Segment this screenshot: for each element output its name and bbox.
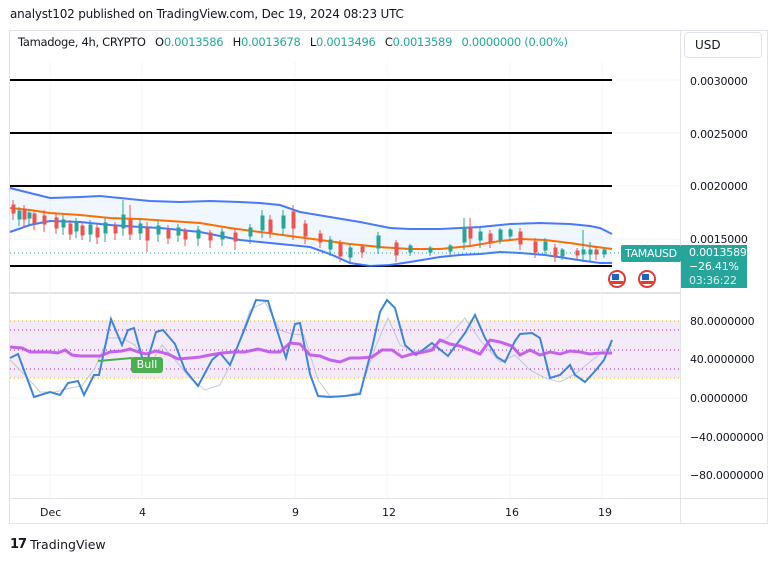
time-axis-label: Dec (40, 506, 62, 519)
change-value: 0.0000000 (0.00%) (461, 35, 568, 49)
grid-lines (10, 62, 680, 498)
oscillator-band (10, 321, 680, 378)
time-axis-label: 9 (292, 506, 299, 519)
price-axis-divider (680, 30, 681, 524)
symbol-title[interactable]: Tamadoge, 4h, CRYPTO (18, 35, 146, 49)
last-price-tag: 0.0013589 −26.41% 03:36:22 (681, 245, 747, 288)
currency-button[interactable]: USD (684, 32, 762, 58)
high-value: 0.0013678 (241, 35, 301, 49)
bull-signal-label: Bull (131, 357, 163, 373)
rsi-line (9, 338, 612, 364)
low-value: 0.0013496 (316, 35, 376, 49)
oscillator-axis-label: 0.0000000 (690, 392, 748, 405)
price-axis-label: 0.0025000 (690, 128, 748, 141)
candlesticks (11, 200, 607, 262)
bull-signal-line (97, 357, 133, 362)
us-flag-event-icon[interactable] (638, 270, 656, 288)
last-price: 0.0013589 (689, 246, 747, 259)
symbol-price-tag: TAMAUSD (621, 245, 681, 262)
time-axis-label: 19 (598, 506, 612, 519)
symbol-legend: Tamadoge, 4h, CRYPTO O0.0013586 H0.00136… (18, 35, 568, 49)
time-axis-label: 12 (382, 506, 396, 519)
tradingview-brand: TradingView (30, 537, 106, 552)
bar-countdown: 03:36:22 (689, 274, 737, 287)
price-change-pct: −26.41% (689, 260, 739, 273)
us-flag-event-icon[interactable] (608, 270, 626, 288)
close-value: 0.0013589 (392, 35, 453, 49)
oscillator-axis-label: −80.0000000 (690, 469, 764, 482)
time-axis-divider (10, 498, 768, 499)
bollinger-upper (9, 187, 613, 235)
horizontal-levels (10, 79, 612, 267)
price-axis-label: 0.0015000 (690, 233, 748, 246)
tradingview-logo-icon: 17 (10, 537, 27, 552)
oscillator-axis-label: −40.0000000 (690, 431, 764, 444)
open-value: 0.0013586 (163, 35, 224, 49)
oscillator-axis-label: 80.0000000 (690, 315, 755, 328)
chart-frame (9, 30, 768, 524)
tradingview-logo[interactable]: 17 TradingView (10, 537, 106, 552)
time-axis-label: 4 (139, 506, 146, 519)
stoch-d-line (9, 301, 613, 397)
time-axis-label: 16 (505, 506, 519, 519)
publish-info: analyst102 published on TradingView.com,… (10, 7, 404, 21)
oscillator-axis-label: 40.0000000 (690, 353, 755, 366)
price-axis-label: 0.0030000 (690, 75, 748, 88)
pane-divider[interactable] (10, 292, 680, 294)
price-axis-label: 0.0020000 (690, 180, 748, 193)
bollinger-fill (10, 188, 612, 266)
